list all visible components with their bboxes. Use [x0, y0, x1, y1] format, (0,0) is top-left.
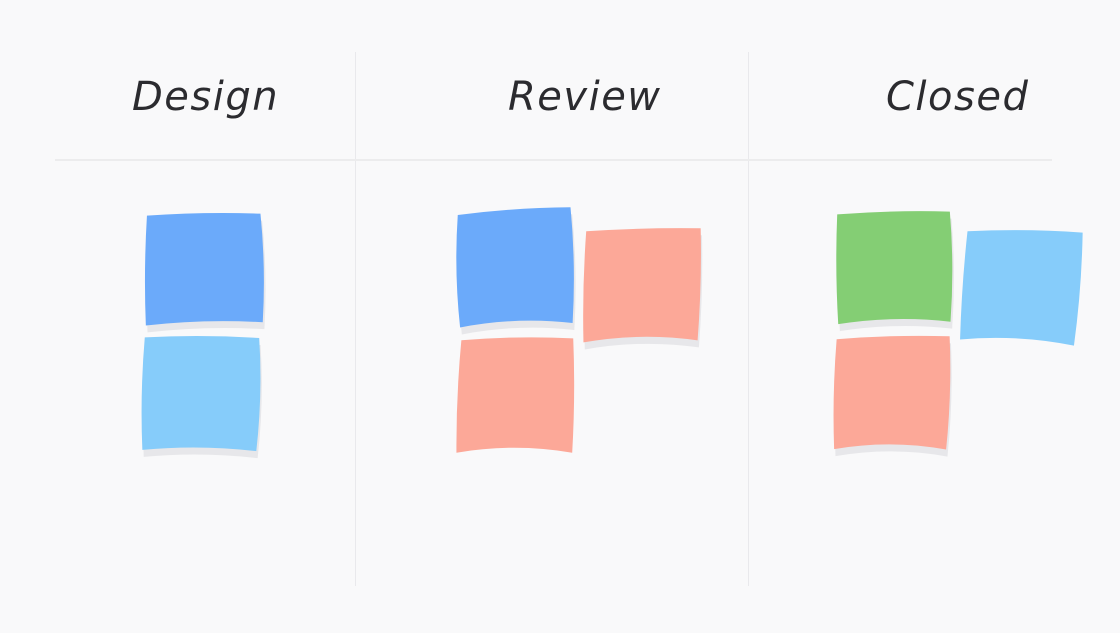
sticky-note-paper: [836, 211, 953, 325]
sticky-note[interactable]: [450, 203, 576, 335]
sticky-note[interactable]: [956, 222, 1083, 347]
sticky-note-shape: [836, 211, 954, 332]
divider-header: [55, 159, 1052, 161]
sticky-note-paper: [141, 336, 261, 452]
divider-review-closed: [748, 52, 749, 586]
sticky-note-paper: [583, 228, 701, 343]
sticky-note[interactable]: [827, 330, 952, 457]
sticky-note-shape: [456, 337, 575, 453]
sticky-note-shape: [144, 213, 266, 333]
sticky-note-paper: [456, 207, 574, 328]
sticky-note[interactable]: [135, 329, 262, 459]
divider-design-review: [355, 52, 356, 586]
sticky-note[interactable]: [829, 203, 954, 332]
column-title-review: Review: [508, 74, 662, 120]
sticky-note-shape: [141, 336, 262, 459]
column-title-design: Design: [132, 74, 280, 120]
sticky-note-paper: [144, 213, 264, 326]
sticky-note-shape: [833, 335, 952, 457]
sticky-note-paper: [456, 337, 575, 453]
sticky-note-shape: [583, 228, 703, 350]
sticky-note-shape: [960, 230, 1083, 346]
sticky-note-shape: [456, 207, 576, 335]
sticky-note[interactable]: [576, 220, 703, 350]
sticky-note[interactable]: [451, 331, 575, 453]
sticky-note[interactable]: [139, 206, 266, 333]
column-title-closed: Closed: [886, 74, 1030, 120]
sticky-note-paper: [960, 230, 1083, 346]
sticky-note-paper: [833, 335, 951, 450]
